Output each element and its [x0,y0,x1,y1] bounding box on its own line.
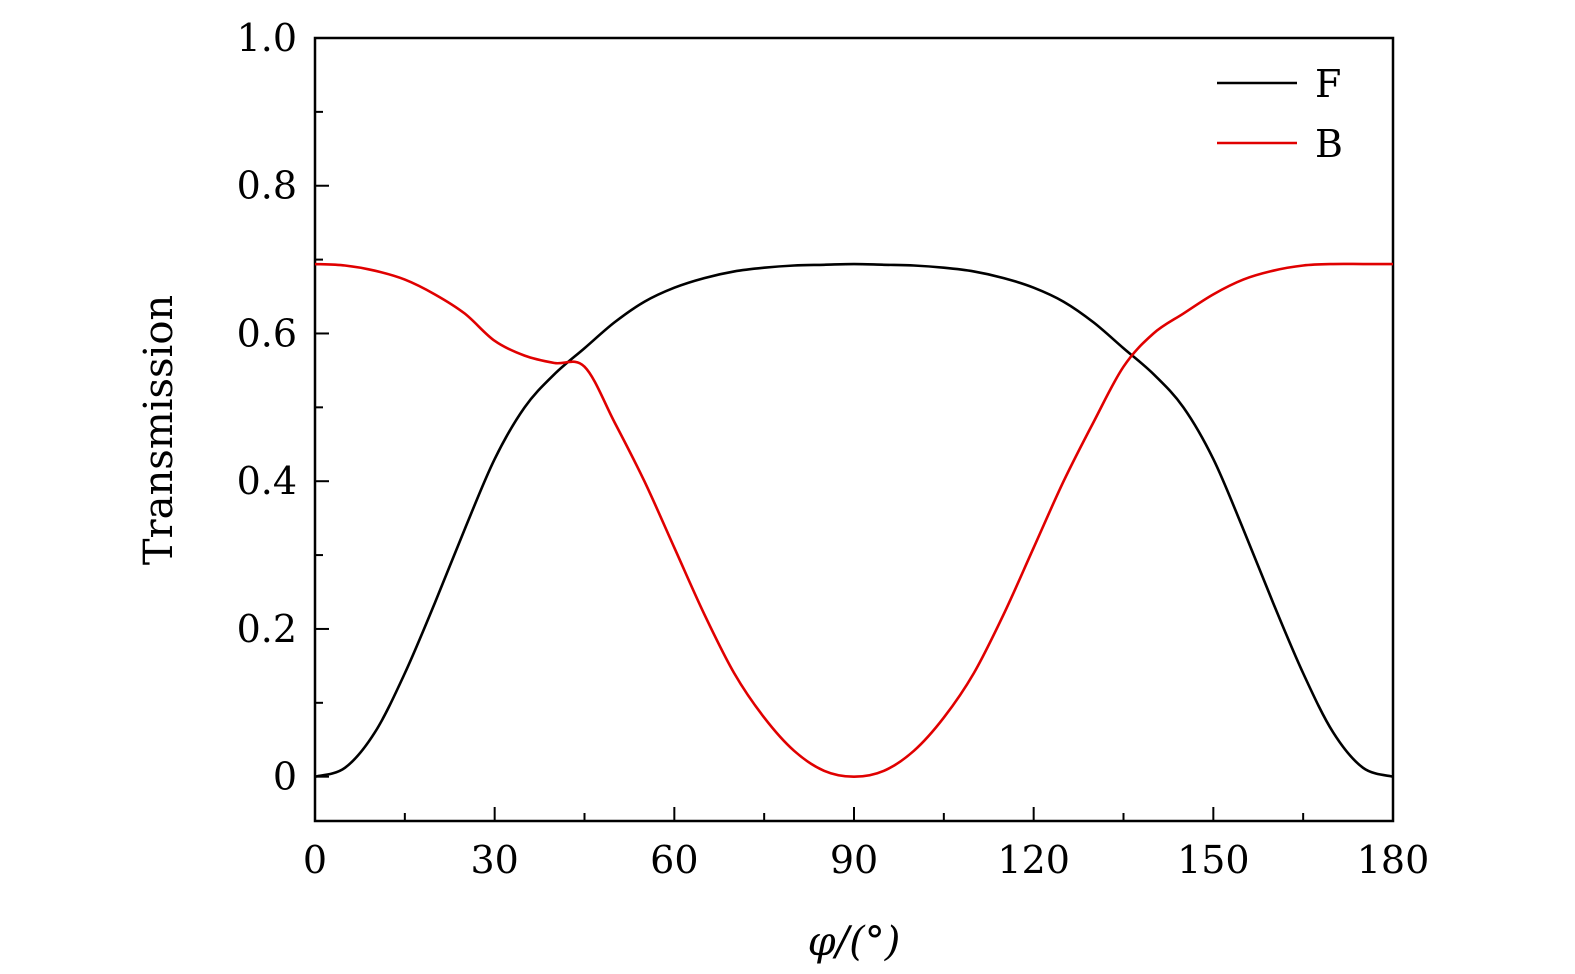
x-tick-label: 60 [650,838,698,882]
x-tick-label: 180 [1357,838,1430,882]
y-tick-label: 0.4 [237,459,297,503]
x-tick-label: 0 [303,838,327,882]
y-tick-label: 0.6 [237,311,297,355]
y-tick-label: 1.0 [237,16,297,60]
legend-label-F: F [1315,62,1341,106]
x-tick-label: 90 [830,838,878,882]
y-tick-label: 0.2 [237,607,297,651]
y-tick-label: 0 [273,755,297,799]
series-line-F [314,262,1394,778]
y-axis-title: Transmission [136,295,182,565]
y-tick-label: 0.8 [237,164,297,208]
x-axis-title: φ/(°) [808,919,901,965]
x-tick-label: 150 [1177,838,1250,882]
legend-label-B: B [1315,122,1343,166]
legend: FB [1217,62,1343,166]
series-line-B [314,262,1393,778]
x-tick-label: 120 [997,838,1070,882]
plot-frame [313,36,1395,823]
series-layer [314,262,1394,778]
y-axis-ticks: 0 0.2 0.4 0.6 0.8 1.0 [237,16,329,799]
x-tick-label: 30 [470,838,518,882]
x-axis-ticks: 0 30 60 90 120 150 180 [303,807,1429,882]
